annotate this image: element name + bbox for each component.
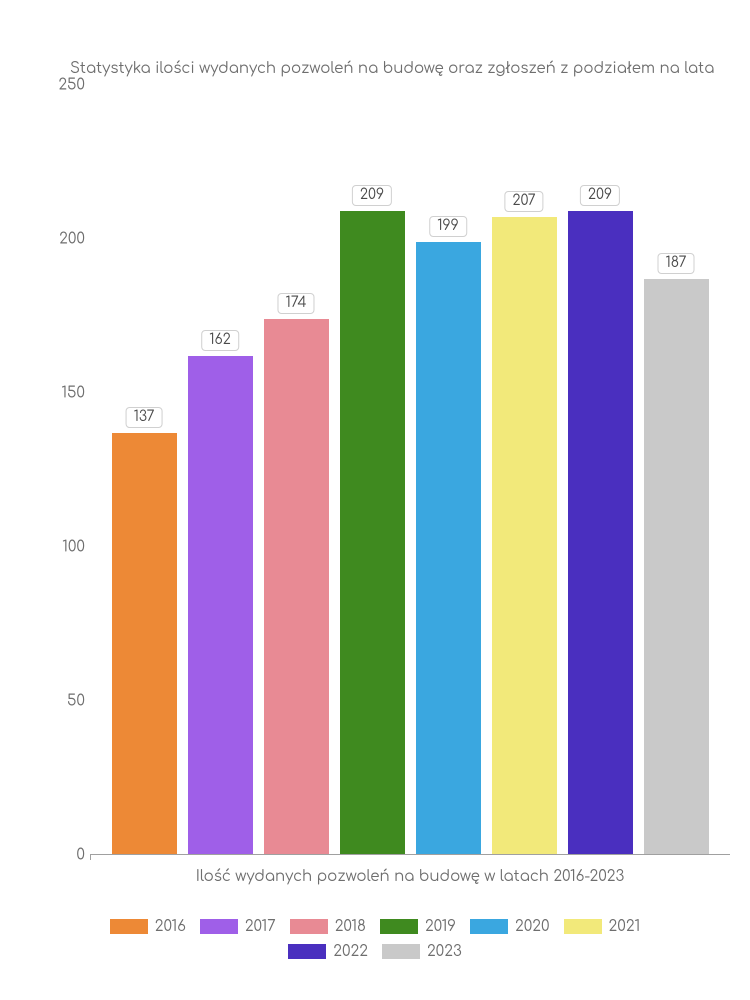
y-tick-label: 0 <box>40 847 85 864</box>
bar-fill: 137 <box>112 433 177 855</box>
y-tick-label: 150 <box>40 385 85 402</box>
legend-swatch <box>564 919 602 934</box>
x-axis-tick <box>90 854 91 860</box>
legend: 2016 2017 2018 2019 2020 2021 2022 2023 <box>0 918 750 960</box>
legend-swatch <box>380 919 418 934</box>
y-axis: 050100150200250 <box>40 85 85 855</box>
bar-fill: 207 <box>492 217 557 855</box>
legend-label: 2016 <box>155 918 186 935</box>
legend-item-2019: 2019 <box>380 918 456 935</box>
legend-swatch <box>200 919 238 934</box>
bar-fill: 209 <box>340 211 405 855</box>
y-tick-label: 50 <box>40 693 85 710</box>
y-tick-label: 200 <box>40 231 85 248</box>
bar-value-label: 209 <box>352 185 392 206</box>
legend-item-2017: 2017 <box>200 918 276 935</box>
legend-label: 2019 <box>425 918 456 935</box>
bar-value-label: 199 <box>429 216 467 237</box>
bar-2016: 137 <box>112 85 177 855</box>
chart-title: Statystyka ilości wydanych pozwoleń na b… <box>70 60 720 77</box>
bar-fill: 209 <box>568 211 633 855</box>
y-tick-label: 100 <box>40 539 85 556</box>
bar-2022: 209 <box>568 85 633 855</box>
bar-fill: 187 <box>644 279 709 855</box>
y-tick-label: 250 <box>40 77 85 94</box>
legend-item-2018: 2018 <box>290 918 366 935</box>
bar-value-label: 174 <box>277 293 314 314</box>
legend-label: 2017 <box>245 918 276 935</box>
legend-item-2021: 2021 <box>564 918 641 935</box>
bar-value-label: 209 <box>580 185 620 206</box>
bar-2023: 187 <box>644 85 709 855</box>
x-axis-label: Ilość wydanych pozwoleń na budowę w lata… <box>90 868 730 885</box>
bar-value-label: 187 <box>658 253 695 274</box>
legend-label: 2022 <box>333 943 368 960</box>
bar-fill: 199 <box>416 242 481 855</box>
plot-area: 050100150200250 137162174209199207209187… <box>90 85 730 855</box>
legend-label: 2021 <box>609 918 641 935</box>
legend-label: 2018 <box>335 918 366 935</box>
legend-swatch <box>110 919 148 934</box>
legend-label: 2023 <box>427 943 462 960</box>
bar-value-label: 137 <box>126 407 163 428</box>
legend-item-2020: 2020 <box>470 918 550 935</box>
bars-group: 137162174209199207209187 <box>90 85 730 855</box>
bar-chart: Statystyka ilości wydanych pozwoleń na b… <box>0 0 750 1000</box>
bar-2017: 162 <box>188 85 253 855</box>
legend-swatch <box>470 919 508 934</box>
bar-value-label: 162 <box>201 330 239 351</box>
legend-item-2016: 2016 <box>110 918 186 935</box>
legend-swatch <box>288 944 326 959</box>
bar-2019: 209 <box>340 85 405 855</box>
bar-value-label: 207 <box>504 191 543 212</box>
legend-swatch <box>290 919 328 934</box>
legend-item-2022: 2022 <box>288 943 368 960</box>
legend-swatch <box>382 944 420 959</box>
bar-fill: 174 <box>264 319 329 855</box>
legend-item-2023: 2023 <box>382 943 462 960</box>
x-axis-line <box>90 854 730 855</box>
bar-2020: 199 <box>416 85 481 855</box>
legend-label: 2020 <box>515 918 550 935</box>
bar-2021: 207 <box>492 85 557 855</box>
bar-2018: 174 <box>264 85 329 855</box>
bar-fill: 162 <box>188 356 253 855</box>
